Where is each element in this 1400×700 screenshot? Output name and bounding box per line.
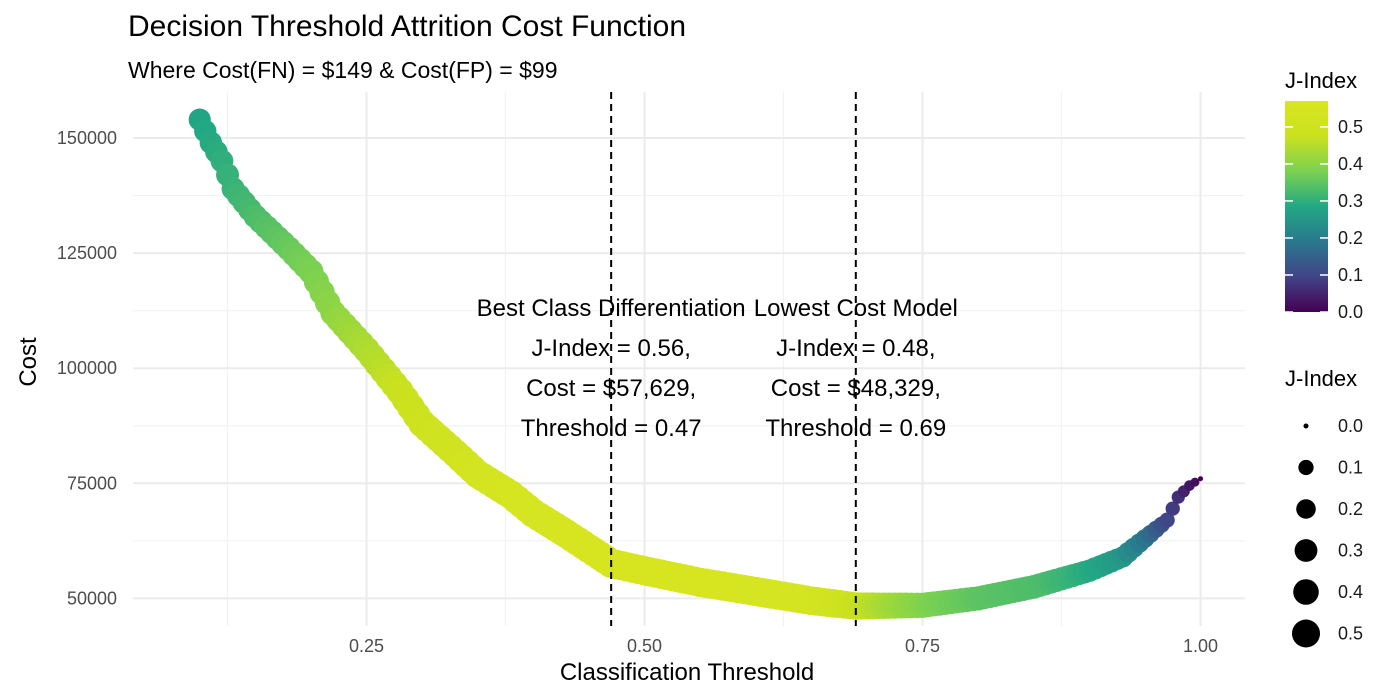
- size-legend-dot: [1292, 619, 1320, 648]
- x-tick-label: 0.25: [349, 636, 384, 656]
- x-tick-label: 0.75: [905, 636, 940, 656]
- x-tick-label: 1.00: [1183, 636, 1218, 656]
- size-legend-label: 0.2: [1338, 499, 1363, 519]
- y-axis-title: Cost: [15, 337, 42, 387]
- annotation-line: J-Index = 0.56,: [531, 335, 690, 362]
- color-legend-label: 0.0: [1338, 302, 1363, 322]
- size-legend-label: 0.3: [1338, 541, 1363, 561]
- grid: [133, 92, 1245, 626]
- annotation-line: Cost = $48,329,: [771, 375, 941, 402]
- annotation-line: Lowest Cost Model: [754, 295, 958, 322]
- annotation-line: Threshold = 0.47: [521, 415, 702, 442]
- color-legend-label: 0.1: [1338, 265, 1363, 285]
- size-legend-label: 0.5: [1338, 624, 1363, 644]
- annotation-line: Best Class Differentiation: [477, 295, 746, 322]
- y-tick-label: 50000: [67, 588, 117, 608]
- data-points: [188, 108, 1204, 620]
- annotation-line: Cost = $57,629,: [526, 375, 696, 402]
- y-tick-label: 100000: [57, 358, 117, 378]
- size-legend-dot: [1298, 459, 1314, 476]
- reference-lines: [610, 92, 857, 626]
- data-point: [1198, 476, 1204, 482]
- y-axis-ticks: 50000 75000 100000 125000 150000: [57, 128, 117, 608]
- chart-title: Decision Threshold Attrition Cost Functi…: [128, 10, 686, 43]
- color-legend-label: 0.5: [1338, 117, 1363, 137]
- size-legend-label: 0.4: [1338, 582, 1363, 602]
- x-axis-ticks: 0.25 0.50 0.75 1.00: [349, 636, 1218, 656]
- size-legend-dot: [1296, 499, 1316, 519]
- size-legend: J-Index 0.0 0.1 0.2 0.3 0.4 0.5: [1285, 366, 1363, 648]
- size-legend-label: 0.1: [1338, 458, 1363, 478]
- color-legend-bar: [1285, 101, 1328, 312]
- color-legend-label: 0.2: [1338, 228, 1363, 248]
- size-legend-dot: [1303, 423, 1309, 429]
- y-tick-label: 125000: [57, 243, 117, 263]
- plot-area: Best Class Differentiation J-Index = 0.56…: [133, 92, 1245, 626]
- chart-subtitle: Where Cost(FN) = $149 & Cost(FP) = $99: [128, 57, 558, 83]
- color-legend: J-Index 0.0 0.1 0.2 0.3 0.4 0.5: [1285, 68, 1363, 322]
- size-legend-dot: [1293, 579, 1319, 605]
- size-legend-title: J-Index: [1285, 366, 1357, 391]
- data-point: [1165, 501, 1180, 516]
- size-legend-dot: [1294, 539, 1318, 562]
- data-point: [1190, 477, 1200, 487]
- color-legend-title: J-Index: [1285, 68, 1357, 93]
- annotation-line: Threshold = 0.69: [765, 415, 946, 442]
- color-legend-label: 0.4: [1338, 154, 1363, 174]
- data-point: [1159, 512, 1175, 528]
- x-tick-label: 0.50: [627, 636, 662, 656]
- x-axis-title: Classification Threshold: [560, 659, 814, 686]
- size-legend-label: 0.0: [1338, 416, 1363, 436]
- annotation-line: J-Index = 0.48,: [776, 335, 935, 362]
- annotations: Best Class Differentiation J-Index = 0.56…: [477, 295, 958, 442]
- y-tick-label: 150000: [57, 128, 117, 148]
- y-tick-label: 75000: [67, 473, 117, 493]
- color-legend-label: 0.3: [1338, 191, 1363, 211]
